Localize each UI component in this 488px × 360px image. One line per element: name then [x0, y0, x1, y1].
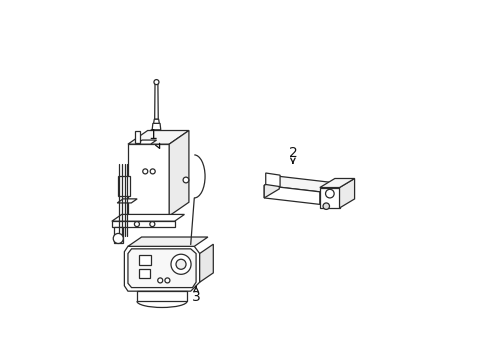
Polygon shape [128, 249, 196, 288]
Polygon shape [152, 123, 161, 130]
Circle shape [176, 259, 185, 269]
Polygon shape [112, 215, 184, 221]
Polygon shape [199, 244, 213, 282]
Circle shape [171, 254, 191, 274]
Polygon shape [169, 131, 188, 216]
Text: 2: 2 [288, 146, 297, 163]
Polygon shape [118, 176, 129, 196]
Polygon shape [136, 140, 156, 144]
Polygon shape [319, 188, 339, 208]
Polygon shape [319, 179, 354, 188]
Polygon shape [117, 199, 137, 203]
Circle shape [142, 169, 147, 174]
Circle shape [183, 177, 188, 183]
Circle shape [158, 278, 163, 283]
Polygon shape [112, 221, 174, 227]
Circle shape [154, 80, 159, 85]
Text: 1: 1 [148, 128, 159, 148]
Circle shape [323, 203, 329, 210]
Polygon shape [154, 83, 158, 119]
Polygon shape [128, 144, 169, 216]
Polygon shape [128, 131, 188, 144]
Polygon shape [137, 291, 187, 301]
Text: 3: 3 [191, 287, 200, 303]
Polygon shape [264, 185, 319, 204]
Circle shape [134, 222, 139, 226]
Polygon shape [128, 237, 207, 246]
Polygon shape [139, 269, 150, 278]
Circle shape [325, 189, 333, 198]
Circle shape [164, 278, 169, 283]
Polygon shape [339, 179, 354, 208]
Polygon shape [139, 255, 151, 265]
Circle shape [113, 233, 123, 243]
Polygon shape [265, 173, 280, 186]
Polygon shape [124, 246, 199, 291]
Polygon shape [264, 176, 279, 198]
Circle shape [149, 222, 155, 226]
Polygon shape [153, 119, 159, 123]
Polygon shape [113, 227, 122, 243]
Circle shape [150, 169, 155, 174]
Polygon shape [264, 176, 334, 192]
Polygon shape [135, 131, 140, 143]
